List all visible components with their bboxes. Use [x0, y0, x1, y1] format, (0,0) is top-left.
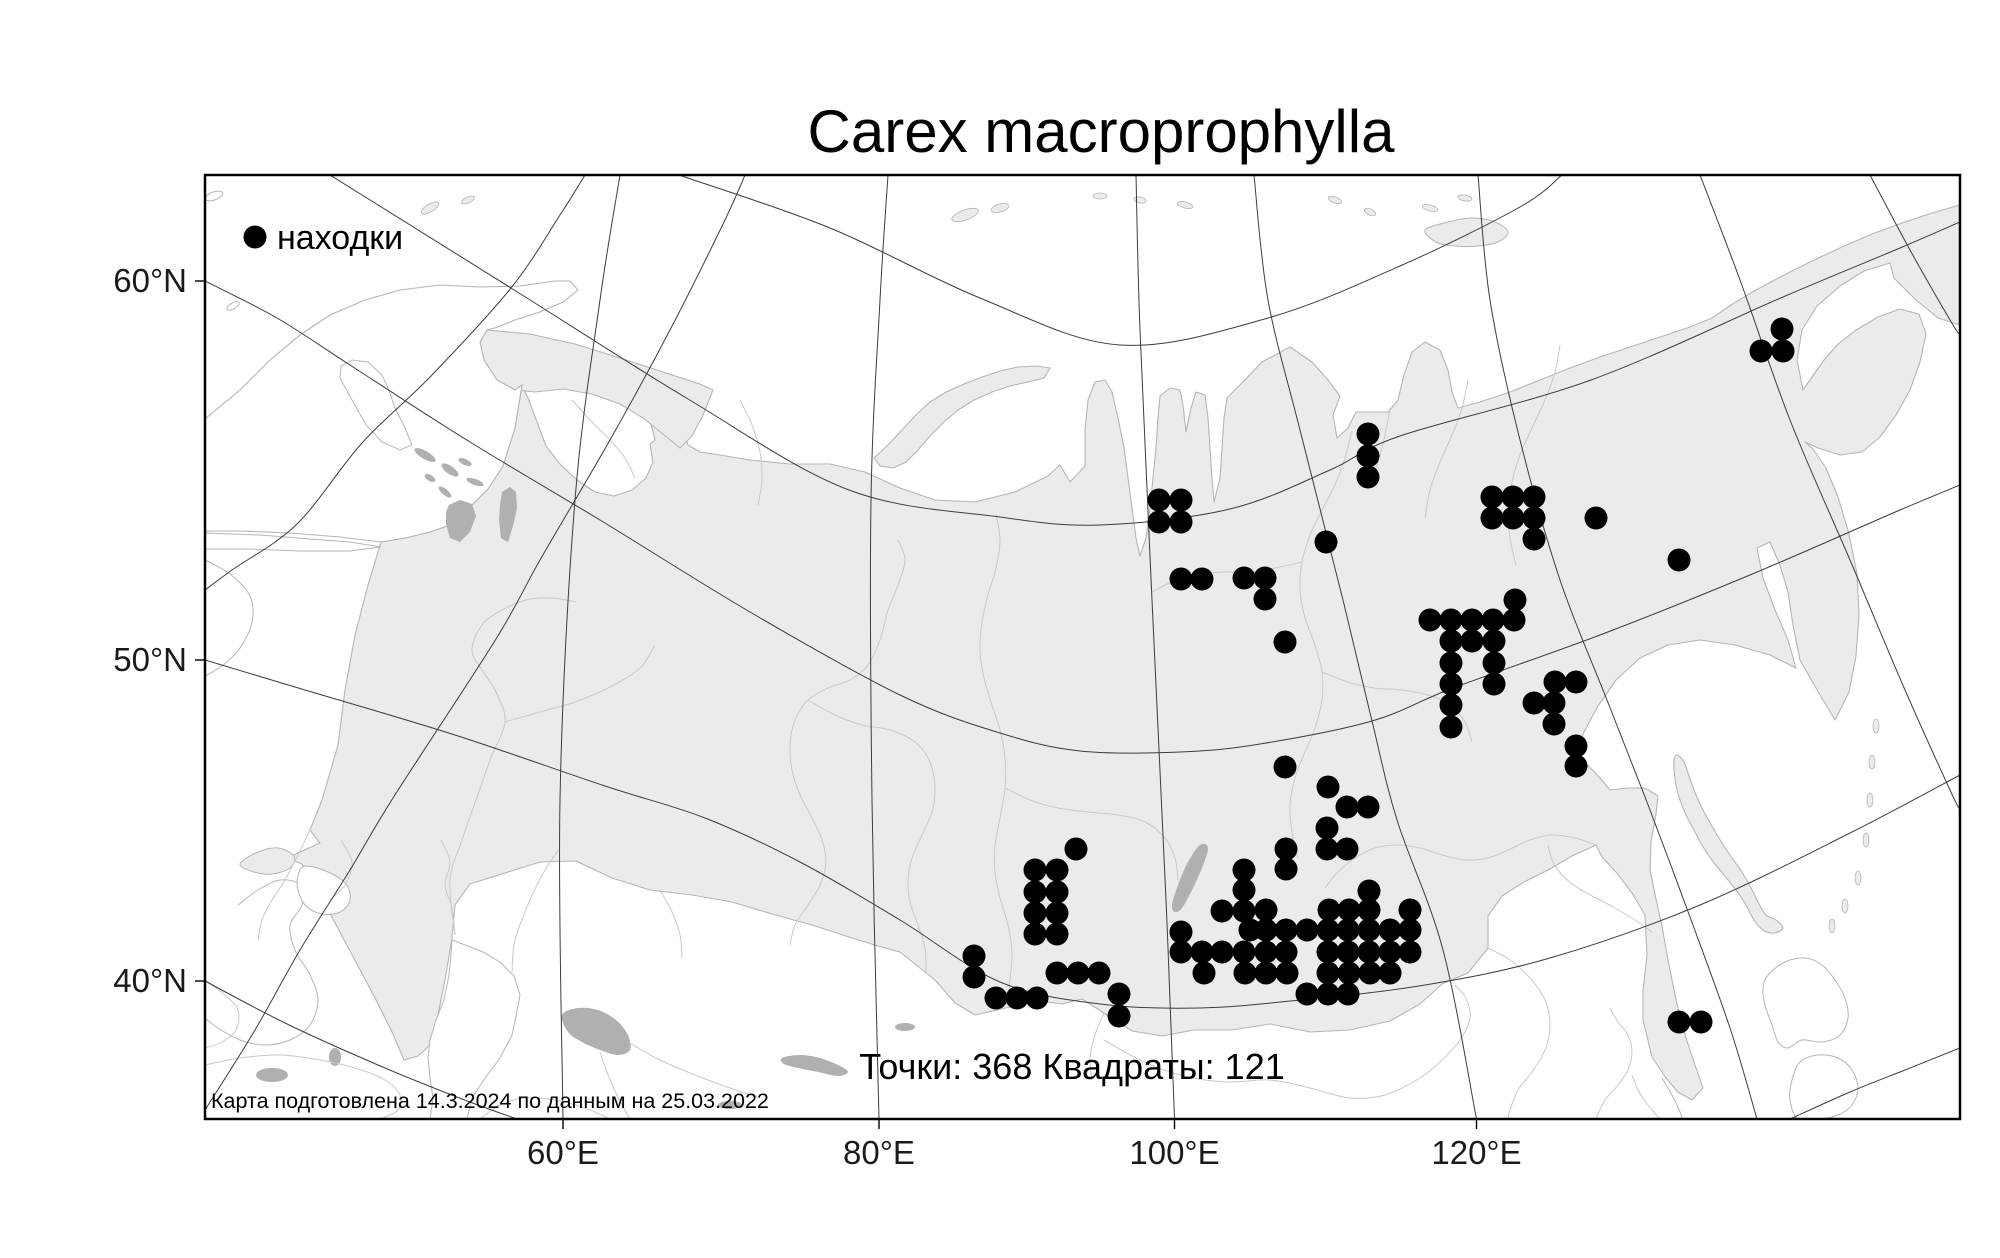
svg-text:60°N: 60°N: [113, 262, 187, 299]
svg-text:Carex macroprophylla: Carex macroprophylla: [808, 98, 1396, 165]
svg-text:40°N: 40°N: [113, 962, 187, 999]
svg-text:Точки: 368 Квадраты: 121: Точки: 368 Квадраты: 121: [859, 1046, 1285, 1087]
svg-text:находки: находки: [277, 219, 403, 257]
svg-text:50°N: 50°N: [113, 641, 187, 678]
svg-text:120°E: 120°E: [1431, 1134, 1521, 1171]
svg-text:Карта подготовлена 14.3.2024 п: Карта подготовлена 14.3.2024 по данным н…: [211, 1089, 769, 1113]
svg-text:100°E: 100°E: [1129, 1134, 1219, 1171]
svg-text:60°E: 60°E: [527, 1134, 599, 1171]
svg-text:80°E: 80°E: [843, 1134, 915, 1171]
